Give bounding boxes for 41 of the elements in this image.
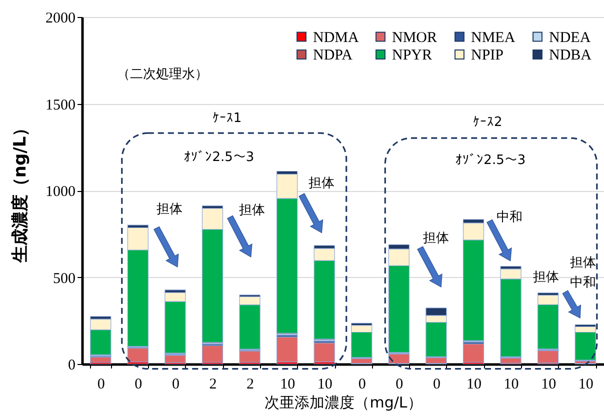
- annotation: 担体中和: [570, 254, 596, 290]
- legend-label: NDEA: [549, 30, 591, 46]
- x-tick-label: 0: [432, 376, 440, 392]
- x-tick-label: 0: [172, 376, 180, 392]
- legend-label: NMOR: [392, 30, 438, 46]
- annotation: ｵｿﾞﾝ2.5～3: [456, 152, 526, 168]
- y-tick-label: 1000: [46, 184, 76, 200]
- annotation: 担体: [156, 202, 183, 217]
- annotation: ｹｰｽ1: [212, 110, 242, 126]
- legend-label: NDMA: [313, 30, 359, 46]
- y-axis-title: 生成濃度（ng/L）: [10, 119, 30, 264]
- x-tick-label: 0: [134, 376, 142, 392]
- y-tick-label: 2000: [46, 10, 76, 26]
- y-tick-label: 0: [68, 358, 76, 374]
- annotation: ｹｰｽ2: [473, 114, 502, 130]
- x-tick-label: 10: [578, 376, 594, 392]
- annotation: 中和: [496, 210, 523, 225]
- legend-label: NMEA: [471, 30, 516, 46]
- annotation: ｵｿﾞﾝ2.5～3: [184, 150, 254, 165]
- x-tick-label: 10: [466, 376, 482, 392]
- legend-label: NPYR: [392, 48, 432, 64]
- annotation: 担体: [533, 270, 560, 285]
- x-tick-label: 10: [280, 376, 296, 392]
- x-tick-label: 10: [504, 376, 519, 392]
- legend-label: NDBA: [549, 48, 592, 64]
- legend-label: NPIP: [471, 48, 504, 64]
- x-tick-label: 10: [317, 376, 332, 392]
- x-axis-title: 次亜添加濃度（mg/L）: [264, 394, 422, 412]
- annotation: 担体: [422, 230, 449, 246]
- x-tick-label: 0: [358, 376, 366, 392]
- legend-label: NDPA: [313, 48, 353, 64]
- y-tick-label: 1500: [46, 97, 76, 114]
- x-tick-label: 0: [97, 376, 105, 392]
- x-tick-label: 2: [246, 376, 254, 392]
- y-tick-label: 500: [53, 270, 76, 287]
- annotation: 担体: [308, 176, 335, 191]
- x-tick-label: 2: [209, 376, 217, 392]
- annotation: 担体: [239, 202, 266, 218]
- x-tick-label: 0: [396, 376, 404, 392]
- annotation: （二次処理水）: [117, 66, 208, 82]
- x-tick-label: 10: [541, 376, 556, 392]
